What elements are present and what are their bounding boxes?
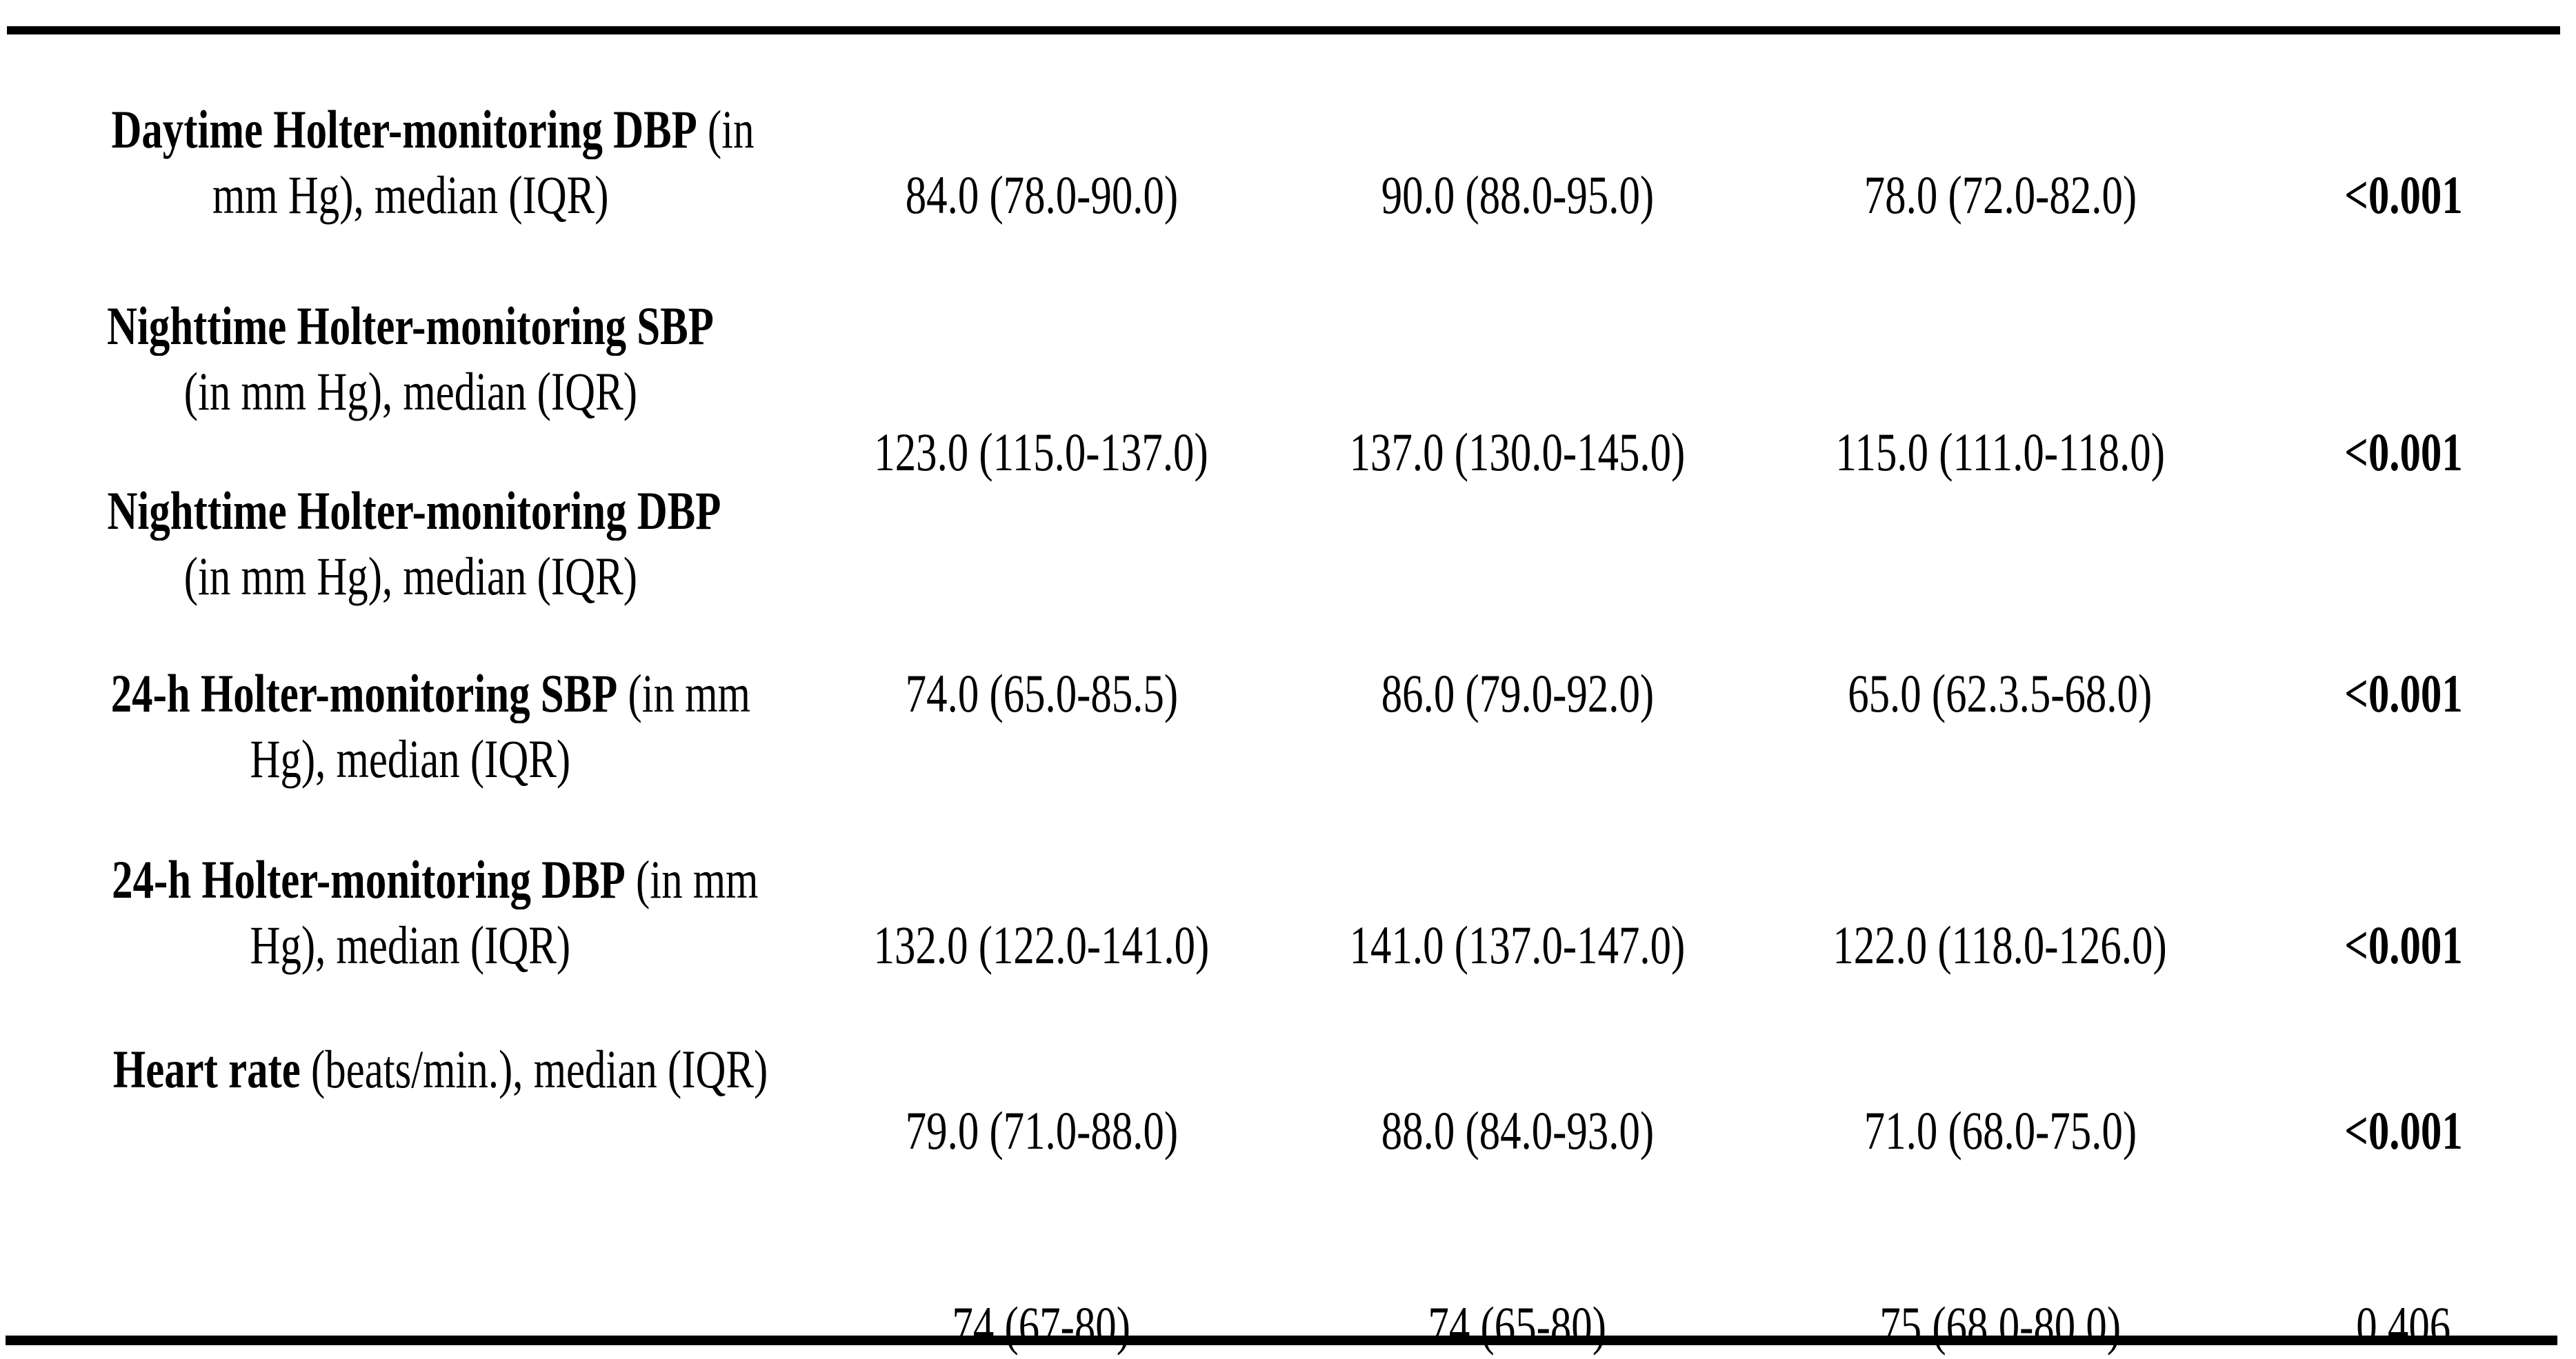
cell-value: 122.0 (118.0-126.0) <box>1833 915 2168 975</box>
cell-value: 71.0 (68.0-75.0) <box>1864 1100 2137 1160</box>
p-value: <0.001 <box>2344 663 2463 723</box>
row-label-line2: (in mm Hg), median (IQR) <box>183 546 637 606</box>
row-label: Heart rate (beats/min.), median (IQR) <box>21 1036 800 1102</box>
row-label: Nighttime Holter-monitoring DBP (in mm H… <box>21 478 800 609</box>
cell-value: 115.0 (111.0-118.0) <box>1835 422 2165 482</box>
row-label-rest: (in mm <box>617 663 750 723</box>
cell-value: 74 (67-80) <box>952 1296 1131 1356</box>
p-value: <0.001 <box>2344 1100 2463 1160</box>
row-label-line2: mm Hg), median (IQR) <box>212 165 609 225</box>
row-label: Daytime Holter-monitoring DBP (in mm Hg)… <box>21 97 800 228</box>
cell-value: 132.0 (122.0-141.0) <box>873 915 1210 975</box>
row-label-bold: 24-h Holter-monitoring DBP <box>112 849 626 909</box>
row-label-bold: Nighttime Holter-monitoring DBP <box>107 481 721 541</box>
cell-value: 78.0 (72.0-82.0) <box>1864 165 2137 225</box>
cell-value: 90.0 (88.0-95.0) <box>1381 165 1654 225</box>
p-value: 0.406 <box>2356 1296 2451 1356</box>
row-label-bold: Daytime Holter-monitoring DBP <box>111 99 697 159</box>
row-label-line2: Hg), median (IQR) <box>250 915 571 975</box>
cell-value: 88.0 (84.0-93.0) <box>1381 1100 1654 1160</box>
p-value: <0.001 <box>2344 915 2463 975</box>
cell-value: 65.0 (62.3.5-68.0) <box>1848 663 2153 723</box>
row-label-rest: (in mm <box>625 849 759 909</box>
table-top-rule <box>7 26 2560 34</box>
cell-value: 74 (65-80) <box>1428 1296 1607 1356</box>
row-label-bold: 24-h Holter-monitoring SBP <box>110 663 618 723</box>
cell-value: 86.0 (79.0-92.0) <box>1381 663 1654 723</box>
row-label: 24-h Holter-monitoring SBP (in mm Hg), m… <box>21 661 800 792</box>
row-label: Nighttime Holter-monitoring SBP (in mm H… <box>21 293 800 424</box>
table-bottom-rule <box>6 1336 2557 1345</box>
cell-value: 141.0 (137.0-147.0) <box>1349 915 1686 975</box>
cell-value: 137.0 (130.0-145.0) <box>1349 422 1686 482</box>
row-label-line2: (in mm Hg), median (IQR) <box>183 361 637 421</box>
p-value: <0.001 <box>2344 165 2463 225</box>
row-label-line2: Hg), median (IQR) <box>250 729 571 789</box>
cell-value: 123.0 (115.0-137.0) <box>874 422 1209 482</box>
row-label: 24-h Holter-monitoring DBP (in mm Hg), m… <box>21 847 800 978</box>
cell-value: 84.0 (78.0-90.0) <box>905 165 1178 225</box>
row-label-bold: Nighttime Holter-monitoring SBP <box>107 296 714 356</box>
cell-value: 74.0 (65.0-85.5) <box>905 663 1178 723</box>
p-value: <0.001 <box>2344 422 2463 482</box>
row-label-rest: (in <box>697 99 755 159</box>
cell-value: 79.0 (71.0-88.0) <box>905 1100 1178 1160</box>
row-label-rest: (beats/min.), median (IQR) <box>300 1039 768 1099</box>
cell-value: 75 (68.0-80.0) <box>1879 1296 2121 1356</box>
row-label-bold: Heart rate <box>112 1039 301 1099</box>
